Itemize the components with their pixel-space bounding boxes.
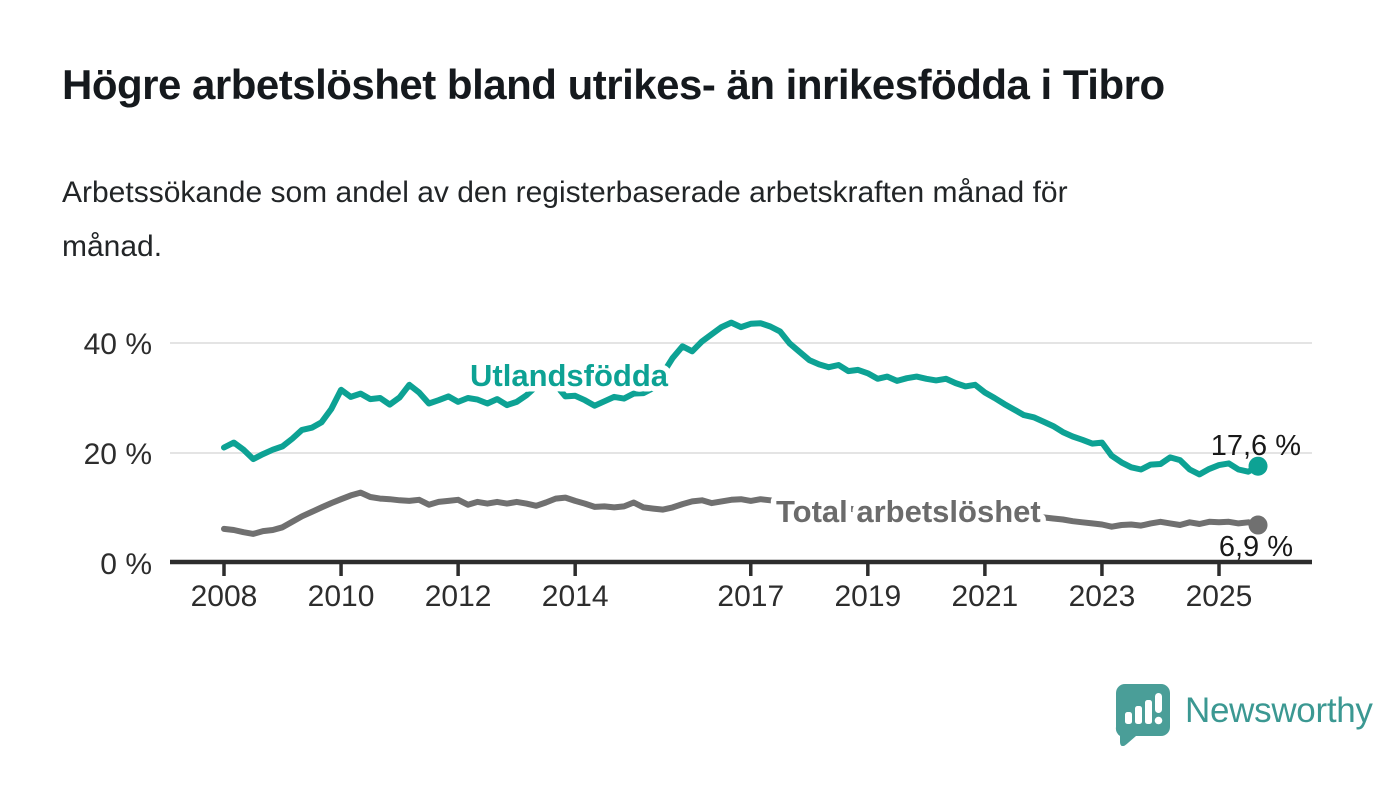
y-tick-label-40: 40 % xyxy=(84,328,152,361)
value-label-utlandsfodda: 17,6 % xyxy=(1211,430,1301,462)
subtitle-line-2: månad. xyxy=(62,230,163,263)
exclamation-bar xyxy=(1155,693,1162,713)
newsworthy-wordmark: Newsworthy xyxy=(1185,690,1373,730)
exclamation-dot xyxy=(1154,716,1163,725)
x-tick-label-2023: 2023 xyxy=(1069,580,1136,613)
bar-chart-speech-bubble-icon xyxy=(1115,684,1170,746)
y-tick-label-20: 20 % xyxy=(84,438,152,471)
bar-3 xyxy=(1145,700,1152,724)
series-label-utlandsfodda: Utlandsfödda xyxy=(470,358,669,393)
value-label-total: 6,9 % xyxy=(1219,531,1293,563)
x-tick-label-2021: 2021 xyxy=(952,580,1019,613)
subtitle-line-1: Arbetssökande som andel av den registerb… xyxy=(62,176,1068,209)
newsworthy-logo: Newsworthy xyxy=(1114,682,1373,746)
x-tick-label-2012: 2012 xyxy=(425,580,492,613)
x-tick-label-2019: 2019 xyxy=(834,580,901,613)
series-line-total-arbetsl-shet xyxy=(221,489,1261,537)
x-tick-label-2025: 2025 xyxy=(1186,580,1253,613)
y-tick-label-0: 0 % xyxy=(100,548,152,581)
series-end-dot-utlandsf-dda xyxy=(1248,456,1268,476)
x-tick-label-2014: 2014 xyxy=(542,580,609,613)
x-tick-label-2017: 2017 xyxy=(717,580,784,613)
bar-1 xyxy=(1125,712,1132,724)
speech-bubble-shape xyxy=(1115,684,1170,746)
x-tick-label-2010: 2010 xyxy=(308,580,375,613)
page-title: Högre arbetslöshet bland utrikes- än inr… xyxy=(62,61,1165,108)
chart-subtitle: Arbetssökande som andel av den registerb… xyxy=(62,166,1068,274)
series-line-utlandsf-dda xyxy=(221,319,1261,478)
series-end-dot-total-arbetsl-shet xyxy=(1248,515,1268,535)
series-label-total: Total arbetslöshet xyxy=(776,494,1041,529)
x-tick-label-2008: 2008 xyxy=(191,580,258,613)
bar-2 xyxy=(1135,706,1142,724)
